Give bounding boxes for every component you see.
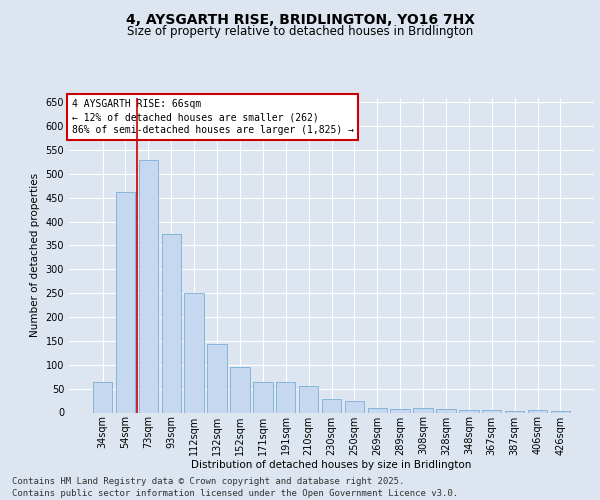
Bar: [344, 400, 364, 412]
Text: Size of property relative to detached houses in Bridlington: Size of property relative to detached ho…: [127, 25, 473, 38]
Bar: [436, 409, 455, 412]
Y-axis label: Number of detached properties: Number of detached properties: [30, 173, 40, 337]
Text: Contains HM Land Registry data © Crown copyright and database right 2025.
Contai: Contains HM Land Registry data © Crown c…: [12, 476, 458, 498]
Bar: [276, 382, 295, 412]
Text: 4, AYSGARTH RISE, BRIDLINGTON, YO16 7HX: 4, AYSGARTH RISE, BRIDLINGTON, YO16 7HX: [125, 12, 475, 26]
Bar: [299, 386, 319, 412]
Bar: [551, 410, 570, 412]
Bar: [482, 410, 502, 412]
Bar: [322, 399, 341, 412]
Bar: [230, 367, 250, 412]
Bar: [139, 160, 158, 412]
Bar: [161, 234, 181, 412]
X-axis label: Distribution of detached houses by size in Bridlington: Distribution of detached houses by size …: [191, 460, 472, 470]
Bar: [253, 382, 272, 412]
Bar: [208, 344, 227, 412]
Bar: [391, 408, 410, 412]
Bar: [116, 192, 135, 412]
Bar: [505, 410, 524, 412]
Bar: [368, 408, 387, 412]
Bar: [93, 382, 112, 412]
Bar: [528, 410, 547, 412]
Text: 4 AYSGARTH RISE: 66sqm
← 12% of detached houses are smaller (262)
86% of semi-de: 4 AYSGARTH RISE: 66sqm ← 12% of detached…: [71, 99, 353, 136]
Bar: [184, 293, 204, 412]
Bar: [413, 408, 433, 412]
Bar: [459, 410, 479, 412]
